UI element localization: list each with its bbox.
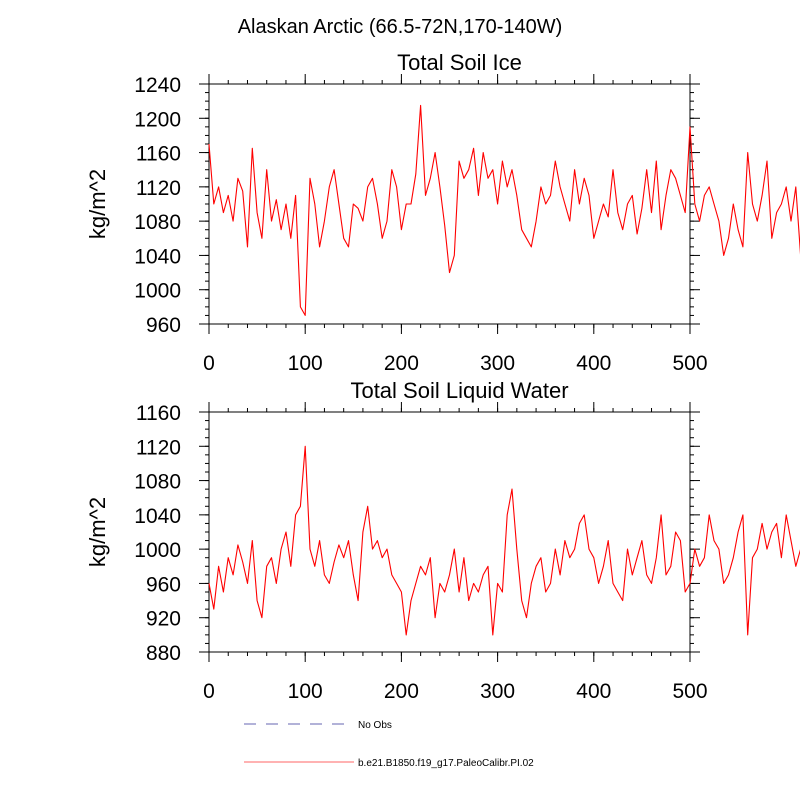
legend: No Obs b.e21.B1850.f19_g17.PaleoCalibr.P… (244, 720, 534, 769)
y-tick-label: 1160 (136, 143, 181, 166)
y-tick-label: 1240 (134, 74, 181, 97)
x-tick-label: 100 (288, 352, 323, 375)
y-tick-label: 1120 (136, 436, 181, 459)
x-tick-label: 400 (576, 680, 611, 703)
y-tick-label: 1040 (134, 505, 181, 528)
legend-label-model-run: b.e21.B1850.f19_g17.PaleoCalibr.PI.02 (358, 758, 534, 769)
y-tick-label: 1200 (134, 108, 181, 131)
x-tick-label: 100 (288, 680, 323, 703)
x-tick-label: 300 (480, 680, 515, 703)
x-tick-label: 500 (672, 352, 707, 375)
series-line (208, 445, 800, 636)
x-tick-label: 0 (203, 352, 215, 375)
y-tick-label: 1160 (136, 402, 181, 425)
plot-frame (208, 83, 691, 325)
x-tick-label: 300 (480, 352, 515, 375)
x-tick-label: 500 (672, 680, 707, 703)
y-tick-label: 1000 (134, 539, 181, 562)
panel-total-soil-liquid-water: 880 920 960 1000 1040 1080 1120 1160 0 100 200 300 4… (85, 378, 800, 703)
series-line (208, 104, 800, 316)
y-tick-label: 1040 (134, 245, 181, 268)
legend-label-no-obs: No Obs (358, 720, 392, 731)
y-tick-label: 960 (146, 573, 181, 596)
x-tick-label: 400 (576, 352, 611, 375)
y-tick-label: 1120 (136, 177, 181, 200)
panel-total-soil-ice: 960 1000 1040 1080 1120 1160 1200 1240 0 100 200 30… (85, 50, 800, 375)
x-tick-label: 200 (384, 352, 419, 375)
y-tick-label: 1000 (134, 280, 181, 303)
panel-title: Total Soil Ice (397, 50, 522, 75)
y-tick-label: 960 (146, 314, 181, 337)
y-tick-label: 1080 (134, 211, 181, 234)
plot-frame (208, 411, 691, 653)
figure-title: Alaskan Arctic (66.5-72N,170-140W) (238, 16, 563, 38)
y-tick-label: 880 (146, 642, 181, 665)
y-axis-label: kg/m^2 (85, 169, 110, 239)
x-tick-label: 200 (384, 680, 419, 703)
panel-title: Total Soil Liquid Water (350, 378, 568, 403)
y-tick-label: 1080 (134, 471, 181, 494)
y-tick-label: 920 (146, 608, 181, 631)
y-axis-label: kg/m^2 (85, 497, 110, 567)
x-tick-label: 0 (203, 680, 215, 703)
